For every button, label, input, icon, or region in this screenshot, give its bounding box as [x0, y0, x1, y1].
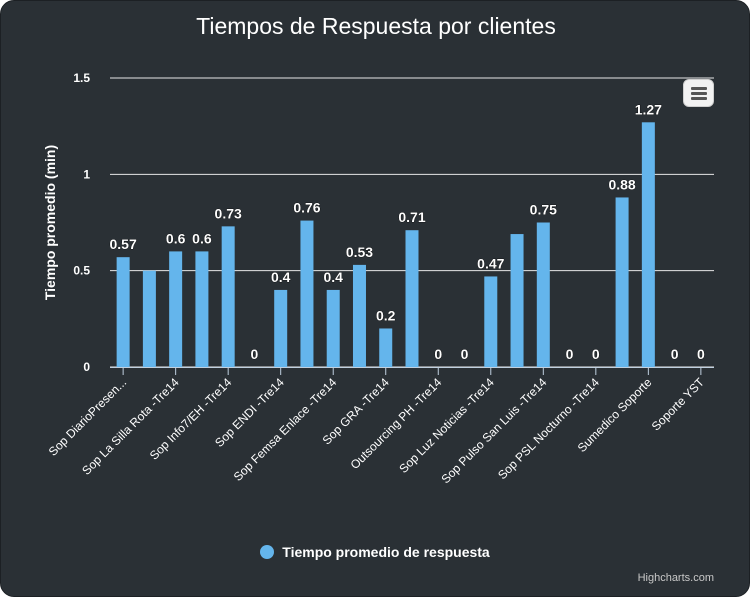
data-label: 0	[697, 346, 705, 362]
data-label: 0	[566, 346, 574, 362]
data-label: 0.53	[346, 244, 373, 260]
data-label: 0.73	[215, 205, 242, 221]
data-label: 0.88	[608, 176, 635, 192]
y-tick-label: 0.5	[73, 264, 90, 278]
bar[interactable]	[195, 251, 209, 367]
data-label: 0	[592, 346, 600, 362]
x-tick-label: Sop Femsa Enlace -Tre14	[231, 375, 340, 484]
bar[interactable]	[484, 276, 498, 367]
x-tick-label: Sop Pulso San Luis -Tre14	[438, 375, 549, 486]
hamburger-menu-icon[interactable]	[683, 79, 714, 107]
bar[interactable]	[274, 289, 288, 367]
legend: Tiempo promedio de respuesta	[0, 544, 750, 562]
data-label: 0	[461, 346, 469, 362]
data-label: 0	[671, 346, 679, 362]
data-label: 0.57	[110, 236, 137, 252]
bar[interactable]	[510, 234, 524, 367]
bar[interactable]	[352, 264, 366, 367]
data-label: 0.71	[398, 209, 425, 225]
data-label: 1.27	[635, 101, 662, 117]
bar[interactable]	[169, 251, 183, 367]
bar[interactable]	[300, 220, 314, 367]
data-label: 0.6	[192, 230, 212, 246]
legend-label: Tiempo promedio de respuesta	[282, 544, 490, 560]
data-label: 0.76	[293, 200, 320, 216]
bar[interactable]	[142, 270, 156, 367]
bar[interactable]	[405, 230, 419, 367]
data-label: 0.4	[323, 269, 343, 285]
bar[interactable]	[615, 197, 629, 367]
bar[interactable]	[116, 257, 130, 367]
x-tick-label: Sop La Silla Rota -Tre14	[79, 375, 182, 478]
y-tick-label: 1.5	[73, 71, 90, 85]
data-label: 0	[434, 346, 442, 362]
bar[interactable]	[536, 222, 550, 368]
legend-marker	[260, 545, 275, 559]
data-label: 0.4	[271, 269, 291, 285]
x-tick-label: Sop Luz Noticias -Tre14	[396, 375, 497, 476]
data-label: 0.6	[166, 230, 186, 246]
legend-item[interactable]: Tiempo promedio de respuesta	[260, 544, 490, 560]
bar[interactable]	[221, 226, 235, 367]
chart-title: Tiempos de Respuesta por clientes	[196, 13, 556, 39]
data-label: 0.47	[477, 255, 504, 271]
bar[interactable]	[641, 122, 655, 368]
y-axis-title: Tiempo promedio (min)	[42, 145, 58, 300]
y-tick-label: 0	[83, 360, 90, 374]
data-label: 0.75	[530, 202, 557, 218]
data-label: 0.2	[376, 307, 396, 323]
x-tick-label: Outsourcing PH -Tre14	[348, 375, 445, 472]
x-tick-label: Sop PSL Nocturno -Tre14	[495, 375, 602, 482]
bar[interactable]	[326, 289, 340, 367]
credits-link[interactable]: Highcharts.com	[637, 572, 714, 584]
data-label: 0	[251, 346, 259, 362]
x-tick-label: Soporte YST	[649, 375, 708, 434]
y-tick-label: 1	[83, 167, 90, 181]
bar[interactable]	[379, 328, 393, 367]
